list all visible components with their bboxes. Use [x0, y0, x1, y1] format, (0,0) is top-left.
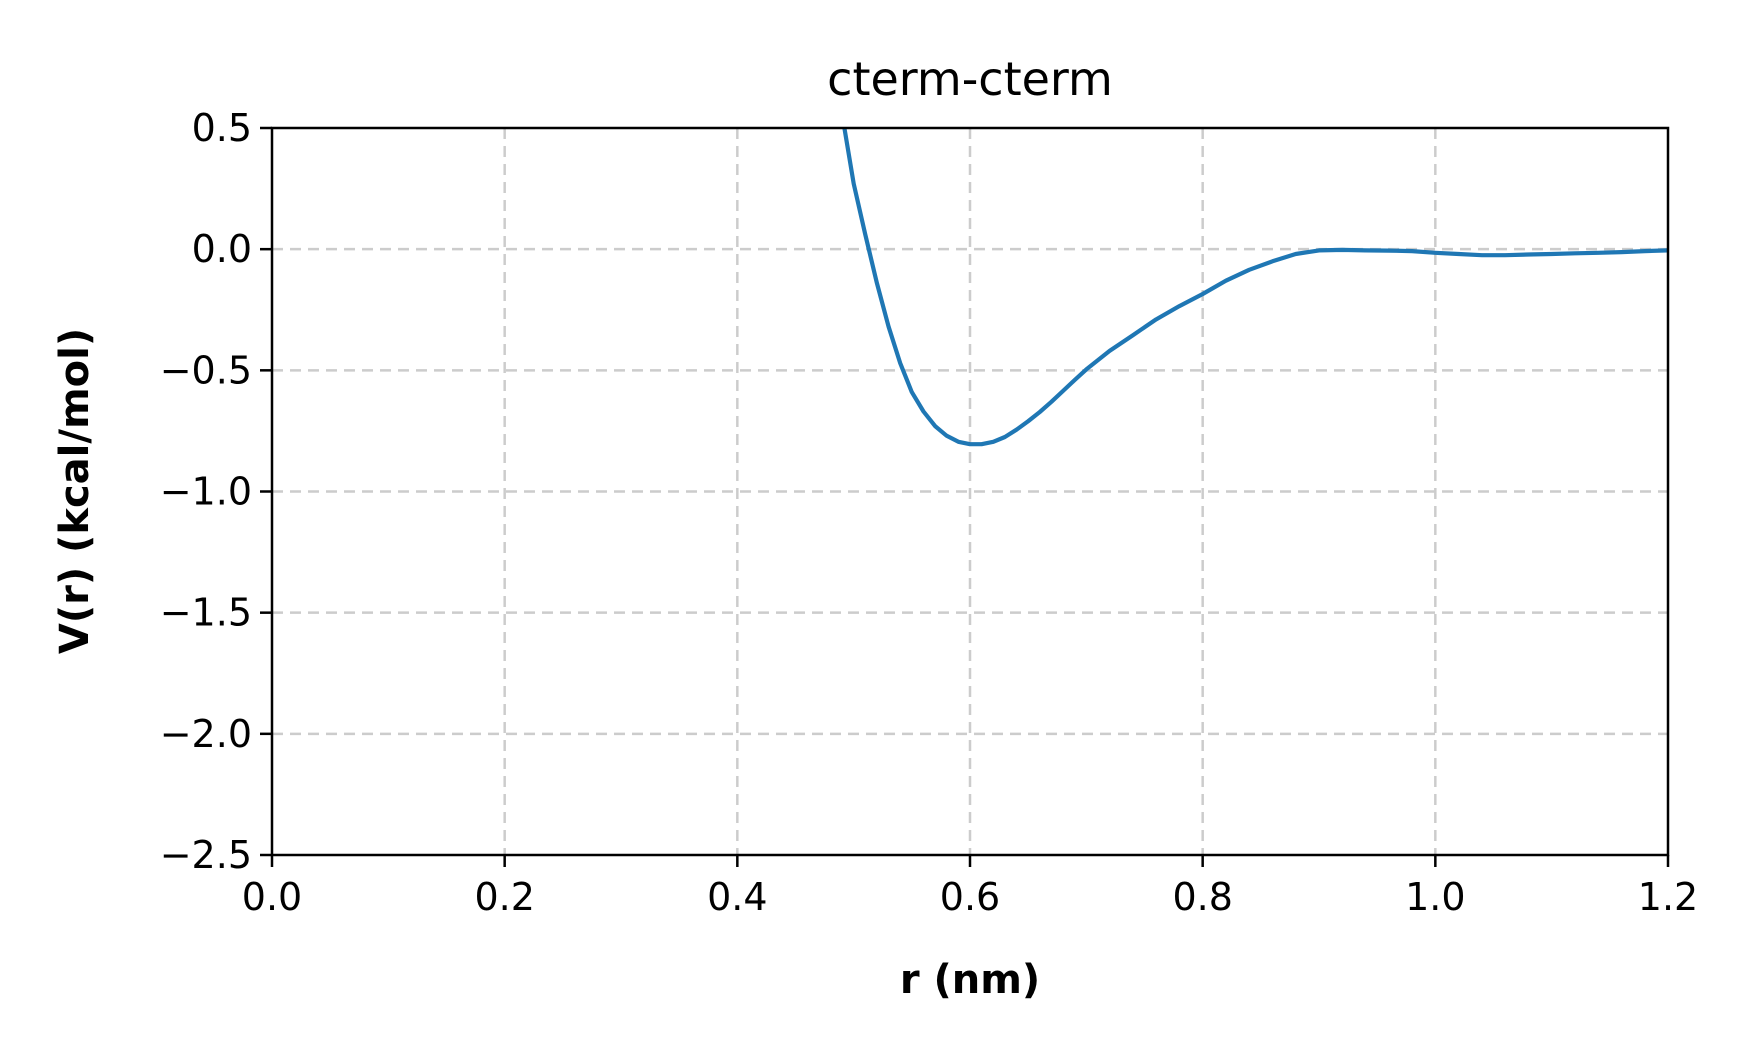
y-tick-label: −1.5 — [160, 591, 252, 635]
y-tick-label: 0.5 — [192, 106, 252, 150]
x-tick-label: 1.0 — [1405, 875, 1465, 919]
x-tick-label: 0.6 — [940, 875, 1000, 919]
x-tick-label: 0.0 — [242, 875, 302, 919]
y-tick-label: −0.5 — [160, 348, 252, 392]
y-tick-label: −2.5 — [160, 833, 252, 877]
y-tick-label: −1.0 — [160, 470, 252, 514]
series-layer — [842, 128, 1668, 447]
y-axis-title: V(r) (kcal/mol) — [52, 328, 98, 654]
series-line — [842, 128, 1668, 447]
chart-title: cterm-cterm — [827, 52, 1113, 106]
x-axis-title: r (nm) — [900, 957, 1040, 1003]
x-tick-label: 1.2 — [1638, 875, 1698, 919]
y-tick-label: 0.0 — [192, 227, 252, 271]
ticks: 0.0 0.2 0.4 0.6 0.8 1.0 1.2 0.5 0.0 −0.5 −1.0 −1.5 −… — [160, 106, 1699, 919]
x-tick-label: 0.2 — [474, 875, 534, 919]
y-tick-label: −2.0 — [160, 712, 252, 756]
x-tick-label: 0.8 — [1172, 875, 1232, 919]
x-tick-label: 0.4 — [707, 875, 767, 919]
gridlines — [272, 128, 1668, 855]
